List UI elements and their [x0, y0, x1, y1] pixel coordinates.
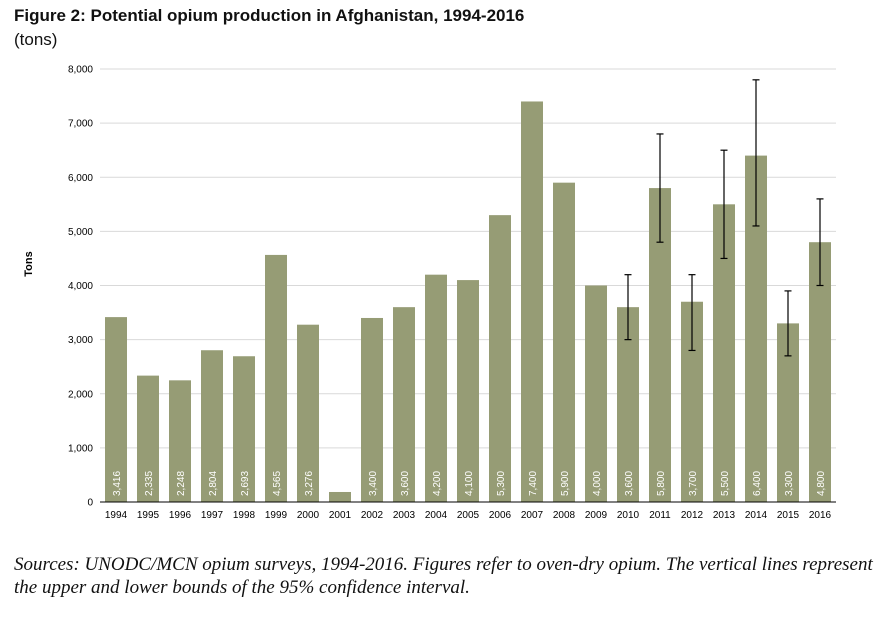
bar [265, 254, 287, 502]
figure-title: Figure 2: Potential opium production in … [14, 6, 525, 25]
x-tick-label: 1998 [233, 510, 256, 521]
bar [713, 204, 735, 502]
x-tick-labels: 1994 1995 1996 1997 1998 1999 2000 2001 2002 2003… [105, 510, 832, 521]
data-label: 3,600 [400, 471, 411, 496]
data-label: 2,335 [144, 471, 155, 496]
y-tick-label: 3,000 [68, 335, 93, 346]
x-tick-label: 2005 [457, 510, 480, 521]
data-label: 3,300 [784, 471, 795, 496]
bar [777, 323, 799, 502]
x-tick-label: 2013 [713, 510, 736, 521]
bar [521, 101, 543, 502]
x-tick-label: 1994 [105, 510, 128, 521]
x-tick-label: 2001 [329, 510, 352, 521]
data-label: 4,565 [272, 471, 283, 496]
x-tick-label: 2002 [361, 510, 384, 521]
data-label: 3,700 [688, 471, 699, 496]
bar [137, 375, 159, 502]
x-tick-label: 1995 [137, 510, 160, 521]
data-label: 5,900 [560, 471, 571, 496]
data-label: 3,276 [304, 471, 315, 496]
x-tick-label: 1997 [201, 510, 224, 521]
bar [361, 317, 383, 502]
x-tick-label: 1999 [265, 510, 288, 521]
data-label: 4,000 [592, 471, 603, 496]
bar [297, 324, 319, 502]
y-tick-label: 8,000 [68, 65, 93, 76]
x-tick-label: 2000 [297, 510, 320, 521]
x-tick-label: 2015 [777, 510, 800, 521]
bar [233, 356, 255, 502]
bars [105, 101, 831, 502]
data-label: 2,248 [176, 471, 187, 496]
y-tick-label: 2,000 [68, 389, 93, 400]
x-tick-label: 2011 [649, 510, 671, 521]
x-tick-label: 2012 [681, 510, 704, 521]
x-tick-label: 1996 [169, 510, 192, 521]
x-tick-label: 2009 [585, 510, 608, 521]
bar [105, 317, 127, 502]
bar [489, 215, 511, 502]
bar-chart: 0 1,000 2,000 3,000 4,000 5,000 6,000 7,000 8,00… [23, 65, 836, 521]
data-label: 3,400 [368, 471, 379, 496]
y-tick-label: 4,000 [68, 281, 93, 292]
bar [393, 307, 415, 502]
x-tick-label: 2008 [553, 510, 576, 521]
data-label: 4,100 [464, 471, 475, 496]
data-label: 3,416 [112, 471, 123, 496]
data-label: 6,400 [752, 471, 763, 496]
x-tick-label: 2010 [617, 510, 640, 521]
bar [585, 285, 607, 502]
bar [201, 350, 223, 502]
bar [553, 182, 575, 502]
data-label: 2,693 [240, 471, 251, 496]
figure-caption: Sources: UNODC/MCN opium surveys, 1994-2… [14, 554, 873, 598]
data-label: 2,804 [208, 471, 219, 496]
bar [617, 307, 639, 502]
x-tick-label: 2014 [745, 510, 768, 521]
y-tick-labels: 0 1,000 2,000 3,000 4,000 5,000 6,000 7,000 8,00… [68, 65, 93, 509]
x-tick-label: 2007 [521, 510, 544, 521]
x-tick-label: 2016 [809, 510, 832, 521]
x-tick-label: 2004 [425, 510, 448, 521]
bar [457, 280, 479, 502]
y-tick-label: 1,000 [68, 443, 93, 454]
data-label: 4,800 [816, 471, 827, 496]
x-tick-label: 2003 [393, 510, 416, 521]
error-bars [624, 79, 824, 357]
bar [425, 274, 447, 502]
y-axis-label: Tons [23, 251, 35, 276]
y-tick-label: 0 [87, 498, 93, 509]
figure-subtitle: (tons) [14, 30, 58, 49]
data-label: 5,800 [656, 471, 667, 496]
bar [745, 155, 767, 502]
data-label: 5,500 [720, 471, 731, 496]
bar [649, 188, 671, 502]
data-label: 7,400 [528, 471, 539, 496]
y-tick-label: 7,000 [68, 119, 93, 130]
x-tick-label: 2006 [489, 510, 512, 521]
y-tick-label: 5,000 [68, 227, 93, 238]
bar [681, 301, 703, 502]
data-labels: 3,416 2,335 2,248 2,804 2,693 4,565 3,276 3,400… [112, 471, 827, 496]
data-label: 3,600 [624, 471, 635, 496]
bar [809, 242, 831, 502]
data-label: 5,300 [496, 471, 507, 496]
bar [329, 491, 351, 502]
y-tick-label: 6,000 [68, 173, 93, 184]
bar [169, 380, 191, 502]
data-label: 4,200 [432, 471, 443, 496]
